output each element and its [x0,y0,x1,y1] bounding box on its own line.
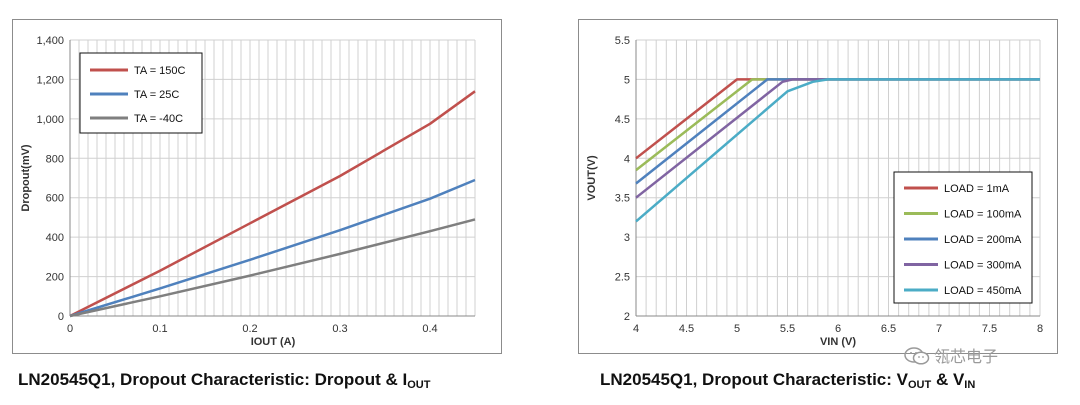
right-series-line-5 [635,78,1040,223]
left-ytick-label: 200 [46,272,64,284]
caption-right-main: LN20545Q1, Dropout Characteristic: V [600,370,908,389]
left-legend-label-2: TA = 25C [134,89,179,101]
right-ytick-label: 4 [624,153,630,165]
right-ytick-label: 3.5 [615,193,630,205]
chart-svg-right: 2 2.5 3 3.5 4 4.5 5 5.5 4 4.5 5 5.5 6 6.5 7 7.5 8 VIN (V)… [586,35,1043,348]
caption-right-sub1: OUT [907,379,932,391]
caption-left-sub: OUT [407,379,431,391]
right-xtick-label: 5 [734,323,740,335]
left-x-axis-label: IOUT (A) [251,336,296,348]
left-xtick-label: 0.4 [422,323,437,335]
left-ytick-label: 800 [46,153,64,165]
right-ytick-label: 2 [624,311,630,323]
left-ytick-label: 400 [46,232,64,244]
right-legend-label-4: LOAD = 300mA [944,260,1022,272]
left-xtick-label: 0.3 [332,323,347,335]
right-xtick-label: 7 [936,323,942,335]
right-xtick-label: 6.5 [881,323,896,335]
caption-right: LN20545Q1, Dropout Characteristic: VOUT … [600,370,975,391]
right-legend-label-2: LOAD = 100mA [944,209,1022,221]
left-y-axis-label: Dropout(mV) [20,144,32,212]
left-ytick-label: 0 [58,311,64,323]
left-legend-label-3: TA = -40C [134,113,183,125]
right-ytick-label: 5 [624,74,630,86]
left-ytick-label: 1,000 [36,114,64,126]
right-ytick-label: 3 [624,232,630,244]
right-xtick-label: 7.5 [982,323,997,335]
right-xtick-label: 4.5 [679,323,694,335]
dropout-vs-iout-chart: 0 200 400 600 800 1,000 1,200 1,400 0 0.1 0.2 0.3 0.… [12,19,502,354]
left-series-line-2 [69,178,476,318]
right-legend-label-5: LOAD = 450mA [944,285,1022,297]
watermark-text: 瓴芯电子 [934,347,999,366]
right-ytick-label: 5.5 [615,35,630,47]
wechat-icon [904,347,930,365]
left-xtick-label: 0 [67,323,73,335]
right-ytick-label: 4.5 [615,114,630,126]
caption-left-main: LN20545Q1, Dropout Characteristic: Dropo… [18,370,408,389]
right-ytick-label: 2.5 [615,272,630,284]
right-x-axis-label: VIN (V) [820,336,856,348]
left-legend-label-1: TA = 150C [134,65,186,77]
right-xtick-label: 5.5 [780,323,795,335]
caption-right-sub2: IN [964,379,976,391]
left-series-line-3 [69,218,476,318]
vout-vs-vin-chart: 2 2.5 3 3.5 4 4.5 5 5.5 4 4.5 5 5.5 6 6.5 7 7.5 8 VIN (V)… [578,19,1058,354]
left-series-line-1 [69,90,476,318]
right-legend-label-1: LOAD = 1mA [944,183,1010,195]
left-ytick-label: 1,200 [36,74,64,86]
left-ytick-label: 1,400 [36,35,64,47]
caption-right-mid: & V [931,370,965,389]
chart-svg-left: 0 200 400 600 800 1,000 1,200 1,400 0 0.1 0.2 0.3 0.… [20,35,476,348]
right-y-axis-label: VOUT(V) [586,155,598,201]
right-xtick-label: 4 [633,323,639,335]
right-xtick-label: 6 [835,323,841,335]
left-xtick-label: 0.2 [242,323,257,335]
right-legend-label-3: LOAD = 200mA [944,234,1022,246]
left-ytick-label: 600 [46,193,64,205]
left-xtick-label: 0.1 [152,323,167,335]
watermark: 瓴芯电子 [904,343,998,367]
right-xtick-label: 8 [1037,323,1043,335]
caption-left: LN20545Q1, Dropout Characteristic: Dropo… [18,370,430,391]
